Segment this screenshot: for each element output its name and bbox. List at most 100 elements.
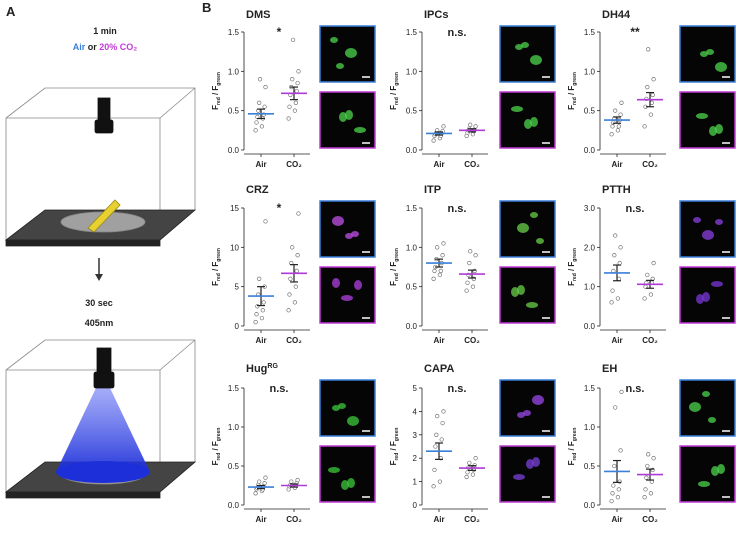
y-tick-label: 0.5	[584, 107, 596, 116]
title-text: EH	[602, 363, 617, 375]
micrograph	[319, 445, 376, 503]
data-point	[289, 479, 294, 484]
data-point	[616, 124, 621, 129]
significance: n.s.	[448, 27, 467, 39]
cell	[536, 238, 544, 244]
data-point	[435, 413, 440, 419]
chart-title: DH44	[602, 9, 631, 21]
micrograph	[679, 445, 736, 503]
cell	[530, 55, 542, 65]
data-point	[435, 245, 440, 250]
cell	[339, 112, 347, 122]
cell	[717, 464, 725, 474]
cell	[523, 410, 531, 416]
title-text: ITP	[424, 184, 441, 196]
data-point	[611, 483, 616, 488]
cell	[693, 217, 701, 223]
data-point	[290, 77, 295, 82]
cell	[345, 233, 353, 239]
y-label-part: / F	[389, 86, 398, 98]
micrograph	[319, 266, 376, 324]
cell	[330, 37, 338, 43]
cell	[511, 106, 523, 112]
cell	[532, 457, 540, 467]
y-tick-label: 0.5	[228, 107, 240, 116]
y-label-part: F	[211, 105, 220, 110]
cell	[702, 292, 710, 302]
data-point	[287, 292, 292, 297]
cell	[336, 63, 344, 69]
y-tick-label: 1.0	[584, 67, 596, 76]
x-tick-label: CO₂	[642, 160, 658, 169]
cell	[696, 113, 708, 119]
data-point	[441, 124, 446, 129]
y-axis-label: Fred / Fgreen	[567, 428, 578, 466]
data-point	[286, 308, 291, 313]
cell	[530, 117, 538, 127]
cell	[706, 49, 714, 55]
significance: n.s.	[626, 383, 645, 395]
data-point	[440, 420, 445, 426]
y-label-part: / F	[211, 262, 220, 274]
data-point	[465, 470, 470, 475]
y-tick-label: 1.0	[228, 423, 240, 432]
cell	[351, 231, 359, 237]
data-point	[254, 312, 259, 317]
data-point	[619, 389, 624, 395]
y-tick-label: 0.0	[406, 322, 418, 331]
cell	[708, 417, 716, 423]
data-point	[642, 296, 647, 301]
chart-title: PTTH	[602, 184, 631, 196]
y-label-sub: red	[394, 97, 400, 105]
cell	[347, 478, 355, 488]
chart-title: EH	[602, 363, 617, 375]
data-point	[294, 268, 299, 274]
y-tick-label: 1.0	[228, 67, 240, 76]
y-tick-label: 0.0	[228, 146, 240, 155]
cell	[517, 285, 525, 295]
data-point	[645, 272, 650, 278]
data-point	[296, 69, 301, 74]
data-point	[618, 112, 623, 117]
data-point	[645, 463, 650, 469]
title-text: PTTH	[602, 184, 631, 196]
cell	[354, 280, 362, 290]
data-point	[261, 300, 266, 305]
data-point	[617, 260, 622, 266]
x-tick-label: Air	[255, 336, 266, 345]
data-point	[650, 92, 655, 98]
data-point	[253, 128, 258, 133]
cell	[511, 287, 519, 297]
chart-title: DMS	[246, 9, 270, 21]
x-tick-label: CO₂	[286, 515, 302, 524]
data-point	[257, 479, 262, 484]
title-text: Hug	[246, 363, 267, 375]
y-tick-label: 10	[230, 243, 239, 252]
data-point	[613, 233, 618, 238]
y-label-part: / F	[389, 262, 398, 274]
y-axis-label: Fred / Fgreen	[211, 248, 222, 286]
x-tick-label: Air	[433, 515, 444, 524]
data-point	[253, 491, 258, 496]
data-point	[473, 456, 478, 461]
x-tick-label: CO₂	[642, 336, 658, 345]
data-point	[439, 437, 444, 442]
y-label-sub: green	[394, 248, 400, 262]
data-point	[253, 319, 258, 325]
y-label-part: F	[567, 105, 576, 110]
chart-title: ITP	[424, 184, 441, 196]
data-point	[648, 112, 654, 117]
data-point	[431, 276, 436, 281]
data-point	[296, 211, 301, 216]
cell	[332, 216, 344, 226]
chart-title: CAPA	[424, 363, 454, 375]
data-point	[610, 124, 615, 129]
data-point	[294, 88, 299, 94]
x-tick-label: Air	[611, 515, 622, 524]
y-label-sub: green	[572, 248, 578, 262]
micrograph	[679, 200, 736, 258]
arrow-head	[95, 274, 103, 281]
y-tick-label: 1.5	[228, 384, 240, 393]
cell	[526, 459, 534, 469]
cell	[328, 467, 340, 473]
